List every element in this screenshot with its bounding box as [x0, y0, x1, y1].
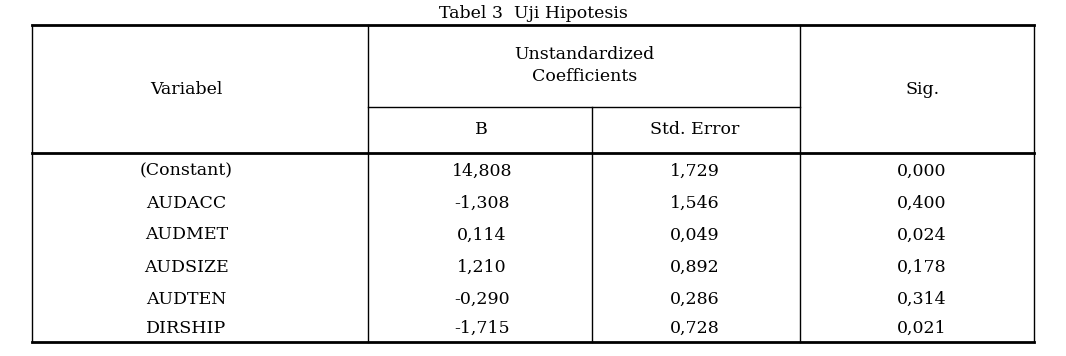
Text: AUDTEN: AUDTEN	[146, 290, 227, 308]
Text: 0,892: 0,892	[671, 258, 720, 276]
Text: Tabel 3  Uji Hipotesis: Tabel 3 Uji Hipotesis	[438, 5, 628, 22]
Text: 0,114: 0,114	[457, 226, 506, 244]
Text: 0,314: 0,314	[898, 290, 947, 308]
Text: -0,290: -0,290	[454, 290, 510, 308]
Text: Unstandardized
Coefficients: Unstandardized Coefficients	[514, 46, 655, 85]
Text: Variabel: Variabel	[150, 80, 223, 98]
Text: AUDSIZE: AUDSIZE	[144, 258, 229, 276]
Text: 0,178: 0,178	[898, 258, 947, 276]
Text: 1,546: 1,546	[671, 195, 720, 212]
Text: 0,400: 0,400	[898, 195, 947, 212]
Text: 0,728: 0,728	[671, 320, 720, 337]
Text: 0,024: 0,024	[898, 226, 947, 244]
Text: DIRSHIP: DIRSHIP	[146, 320, 227, 337]
Text: B: B	[475, 121, 488, 138]
Text: 0,286: 0,286	[671, 290, 720, 308]
Text: Sig.: Sig.	[905, 80, 939, 98]
Text: 1,729: 1,729	[671, 162, 720, 179]
Text: -1,308: -1,308	[454, 195, 510, 212]
Text: 1,210: 1,210	[457, 258, 506, 276]
Text: 0,000: 0,000	[898, 162, 947, 179]
Text: 14,808: 14,808	[452, 162, 512, 179]
Text: 0,021: 0,021	[898, 320, 947, 337]
Text: AUDACC: AUDACC	[146, 195, 227, 212]
Text: 0,049: 0,049	[671, 226, 720, 244]
Text: (Constant): (Constant)	[140, 162, 233, 179]
Text: AUDMET: AUDMET	[145, 226, 228, 244]
Text: Std. Error: Std. Error	[650, 121, 740, 138]
Text: -1,715: -1,715	[454, 320, 510, 337]
